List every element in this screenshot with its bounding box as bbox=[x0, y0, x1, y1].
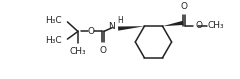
Text: O: O bbox=[99, 46, 106, 55]
Text: H: H bbox=[117, 16, 123, 25]
Text: CH₃: CH₃ bbox=[70, 47, 86, 56]
Text: CH₃: CH₃ bbox=[207, 21, 224, 30]
Text: H₃C: H₃C bbox=[45, 16, 62, 25]
Text: N: N bbox=[108, 22, 115, 31]
Text: O: O bbox=[196, 21, 203, 30]
Polygon shape bbox=[162, 21, 183, 26]
Polygon shape bbox=[118, 26, 144, 31]
Text: O: O bbox=[180, 2, 188, 11]
Text: O: O bbox=[88, 27, 95, 36]
Text: H₃C: H₃C bbox=[45, 36, 62, 45]
